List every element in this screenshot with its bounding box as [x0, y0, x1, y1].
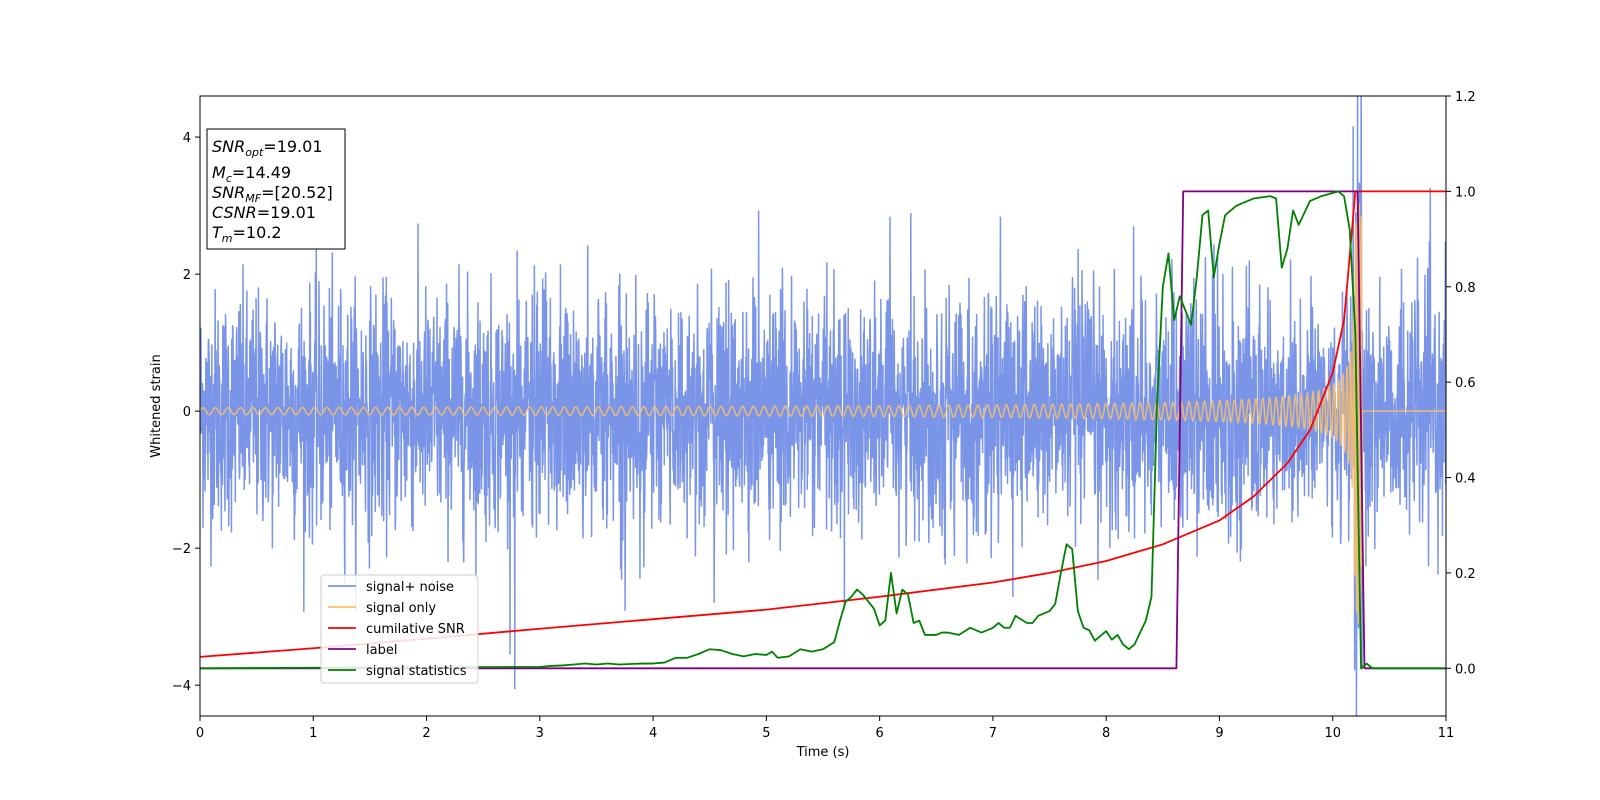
x-axis: 0 1 2 3 4 5 6 7 8 9 10 11: [196, 716, 1454, 741]
x-tick-label: 7: [989, 726, 997, 741]
y-left-tick-label: 4: [183, 131, 191, 146]
x-tick-label: 9: [1215, 726, 1223, 741]
y-left-tick-label: −2: [172, 542, 191, 557]
series-line-cumulative-snr: [200, 190, 1446, 658]
series-layer: [200, 96, 1446, 716]
x-tick-label: 5: [762, 726, 770, 741]
annotation-csnr-value: =19.01: [257, 203, 316, 222]
x-tick-label: 6: [875, 726, 883, 741]
y-left-tick-label: −4: [172, 679, 191, 694]
x-tick-label: 2: [422, 726, 430, 741]
annotation-tm-sub: m: [222, 232, 233, 245]
legend-label-signal-statistics: signal statistics: [366, 664, 467, 679]
y-axis-label: Whitened strain: [149, 354, 164, 457]
plot-frame: [199, 95, 1447, 717]
annotation-mc-value: =14.49: [232, 163, 291, 182]
annotation-snr-mf-sub: MF: [245, 192, 261, 205]
annotation-csnr: CSNR=19.01: [212, 203, 316, 222]
series-line-signal-only: [200, 200, 1446, 625]
x-tick-label: 1: [309, 726, 317, 741]
annotation-mc-base: M: [212, 163, 226, 182]
y-right-tick-label: 1.2: [1455, 90, 1476, 105]
y-axis-left: −4 −2 0 2 4: [172, 131, 200, 694]
annotation-mc: Mc=14.49: [212, 163, 291, 185]
y-axis-right: 0.0 0.2 0.4 0.6 0.8 1.0 1.2: [1446, 90, 1476, 677]
y-right-tick-label: 0.8: [1455, 281, 1476, 296]
annotation-csnr-base: CSNR: [212, 203, 257, 222]
annotation-snr-mf-value: =[20.52]: [261, 183, 333, 202]
y-right-tick-label: 0.6: [1455, 376, 1476, 391]
annotation-snr-opt: SNRopt=19.01: [212, 137, 323, 159]
annotation-tm: Tm=10.2: [212, 223, 282, 245]
y-left-tick-label: 0: [183, 405, 191, 420]
x-tick-label: 10: [1324, 726, 1341, 741]
x-tick-label: 11: [1438, 726, 1455, 741]
legend-label-label: label: [366, 643, 397, 658]
y-left-tick-label: 2: [183, 268, 191, 283]
x-axis-label: Time (s): [796, 745, 850, 760]
annotation-mc-sub: c: [226, 172, 232, 185]
x-tick-label: 3: [536, 726, 544, 741]
annotation-snr-opt-sub: opt: [245, 146, 264, 159]
legend-frame: [320, 574, 479, 684]
legend-label-cumulative-snr: cumilative SNR: [366, 622, 465, 637]
y-right-tick-label: 0.2: [1455, 567, 1476, 582]
y-right-tick-label: 1.0: [1455, 185, 1476, 200]
y-right-tick-label: 0.4: [1455, 472, 1476, 487]
x-tick-label: 0: [196, 726, 204, 741]
stats-annotation-box: SNRopt=19.01 Mc=14.49 SNRMF=[20.52] CSNR…: [206, 128, 346, 250]
y-right-tick-label: 0.0: [1455, 662, 1476, 677]
series-line-signal-noise: [200, 96, 1446, 716]
legend-label-signal-only: signal only: [366, 601, 436, 616]
series-line-signal-statistics: [200, 190, 1446, 670]
legend-label-signal-noise: signal+ noise: [366, 580, 454, 595]
legend: signal+ noise signal only cumilative SNR…: [320, 574, 479, 684]
annotation-snr-opt-value: =19.01: [263, 137, 322, 156]
annotation-snr-mf: SNRMF=[20.52]: [212, 183, 333, 205]
annotation-tm-base: T: [212, 223, 223, 242]
annotation-frame: [206, 128, 346, 250]
x-tick-label: 8: [1102, 726, 1110, 741]
annotation-snr-mf-base: SNR: [212, 183, 245, 202]
annotation-tm-value: =10.2: [233, 223, 282, 242]
annotation-snr-opt-base: SNR: [212, 137, 245, 156]
x-tick-label: 4: [649, 726, 657, 741]
